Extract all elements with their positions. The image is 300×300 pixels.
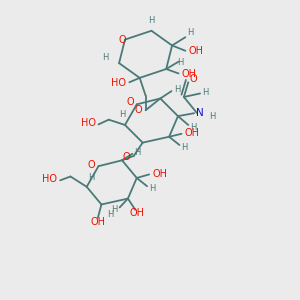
Text: H: H (102, 53, 109, 62)
Text: O: O (126, 97, 134, 107)
Text: HO: HO (111, 78, 126, 88)
Text: H: H (187, 28, 193, 37)
Text: O: O (123, 152, 130, 162)
Text: OH: OH (90, 217, 105, 227)
Text: H: H (174, 85, 181, 94)
Text: H: H (148, 16, 155, 25)
Text: H: H (190, 123, 197, 132)
Text: O: O (87, 160, 95, 170)
Text: H: H (111, 205, 118, 214)
Text: OH: OH (152, 169, 167, 179)
Text: O: O (134, 105, 142, 115)
Text: O: O (119, 34, 126, 45)
Text: OH: OH (129, 208, 144, 218)
Text: H: H (209, 112, 215, 121)
Text: H: H (88, 173, 94, 182)
Text: H: H (182, 142, 188, 152)
Text: OH: OH (184, 128, 200, 138)
Text: H: H (107, 210, 113, 219)
Text: H: H (134, 148, 141, 157)
Text: HO: HO (80, 118, 95, 128)
Text: H: H (202, 88, 208, 97)
Text: N: N (196, 108, 203, 118)
Text: O: O (189, 74, 197, 84)
Text: OH: OH (188, 46, 203, 56)
Text: H: H (149, 184, 155, 193)
Text: HO: HO (42, 174, 57, 184)
Text: OH: OH (182, 69, 196, 79)
Text: H: H (119, 110, 125, 119)
Text: H: H (177, 58, 184, 67)
